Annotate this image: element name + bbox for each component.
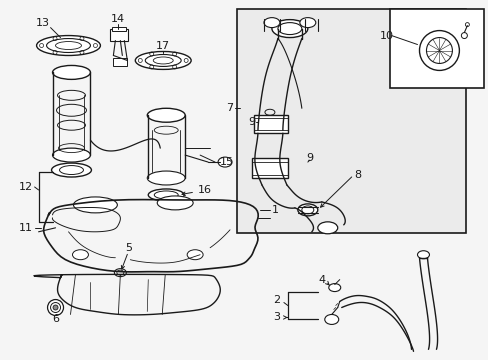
Text: 9: 9 [305, 153, 313, 163]
Text: 8: 8 [353, 170, 361, 180]
Ellipse shape [187, 250, 203, 260]
Text: 16: 16 [198, 185, 212, 195]
Text: 13: 13 [36, 18, 49, 28]
Ellipse shape [297, 204, 317, 216]
Ellipse shape [47, 300, 63, 315]
Text: 10: 10 [379, 31, 393, 41]
Ellipse shape [52, 66, 90, 80]
Ellipse shape [37, 36, 100, 55]
Text: 14: 14 [111, 14, 125, 24]
Ellipse shape [299, 18, 315, 28]
Bar [112, 27, 126, 31]
Bar [389, 9, 483, 88]
Ellipse shape [328, 284, 340, 292]
Ellipse shape [73, 197, 117, 213]
Ellipse shape [271, 20, 307, 37]
Text: 9: 9 [248, 117, 255, 127]
Ellipse shape [114, 269, 126, 276]
Text: 1: 1 [271, 205, 278, 215]
Text: 3: 3 [272, 312, 279, 323]
Ellipse shape [52, 148, 90, 162]
Ellipse shape [324, 315, 338, 324]
Ellipse shape [53, 305, 58, 310]
Text: 15: 15 [220, 157, 234, 167]
Text: 6: 6 [52, 314, 59, 324]
Text: 17: 17 [156, 41, 170, 50]
Ellipse shape [72, 250, 88, 260]
Ellipse shape [218, 157, 232, 167]
Text: 2: 2 [272, 294, 279, 305]
Ellipse shape [51, 163, 91, 177]
Ellipse shape [419, 31, 458, 71]
Text: 12: 12 [19, 182, 33, 192]
Ellipse shape [157, 196, 193, 210]
Ellipse shape [147, 108, 185, 122]
Bar [251, 158, 287, 178]
Ellipse shape [264, 18, 279, 28]
Bar [113, 58, 127, 67]
Ellipse shape [417, 251, 428, 259]
Text: 11: 11 [19, 223, 33, 233]
Ellipse shape [135, 51, 191, 69]
Text: 5: 5 [124, 243, 132, 253]
Bar [237, 9, 466, 233]
Bar [110, 28, 128, 41]
Text: 7: 7 [226, 103, 233, 113]
Ellipse shape [148, 189, 184, 201]
Ellipse shape [317, 222, 337, 234]
Bar [253, 115, 287, 133]
Ellipse shape [147, 171, 185, 185]
Text: 4: 4 [318, 275, 325, 285]
